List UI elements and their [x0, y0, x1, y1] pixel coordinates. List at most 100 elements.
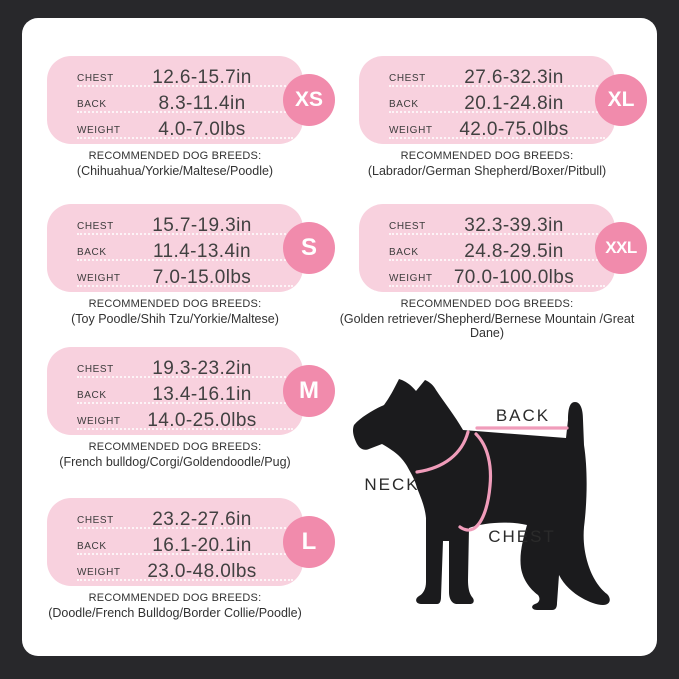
weight-row: WEIGHT 23.0-48.0lbs — [47, 559, 303, 585]
back-row: BACK 11.4-13.4in — [47, 239, 303, 265]
size-badge-s: S — [283, 222, 335, 274]
size-card: CHEST 23.2-27.6in BACK 16.1-20.1in WEIGH… — [47, 498, 335, 586]
chest-row: CHEST 19.3-23.2in — [47, 356, 303, 382]
breeds-list: (Labrador/German Shepherd/Boxer/Pitbull) — [367, 164, 607, 178]
dotted-leader — [77, 137, 293, 139]
breeds-list: (Golden retriever/Shepherd/Bernese Mount… — [339, 312, 635, 340]
back-row: BACK 8.3-11.4in — [47, 91, 303, 117]
size-card: CHEST 19.3-23.2in BACK 13.4-16.1in WEIGH… — [47, 347, 335, 435]
dotted-leader — [389, 259, 605, 261]
dotted-leader — [77, 285, 293, 287]
size-card-m: CHEST 19.3-23.2in BACK 13.4-16.1in WEIGH… — [47, 347, 335, 469]
back-value: 20.1-24.8in — [464, 93, 564, 114]
size-card: CHEST 32.3-39.3in BACK 24.8-29.5in WEIGH… — [359, 204, 647, 292]
recommended-breeds-heading: RECOMMENDED DOG BREEDS: — [88, 441, 262, 453]
weight-row: WEIGHT 4.0-7.0lbs — [47, 117, 303, 143]
size-card-xs: CHEST 12.6-15.7in BACK 8.3-11.4in WEIGHT… — [47, 56, 335, 178]
chest-value: 19.3-23.2in — [152, 358, 252, 379]
dotted-leader — [389, 233, 605, 235]
chest-label: CHEST — [389, 220, 426, 232]
recommended-breeds-heading: RECOMMENDED DOG BREEDS: — [400, 298, 574, 310]
breeds-list: (French bulldog/Corgi/Goldendoodle/Pug) — [59, 455, 291, 469]
size-badge-l: L — [283, 516, 335, 568]
dog-measurement-diagram: BACK NECK CHEST — [353, 379, 610, 610]
weight-label: WEIGHT — [77, 566, 121, 578]
dotted-leader — [389, 85, 605, 87]
neck-measure-line — [415, 430, 470, 474]
back-row: BACK 13.4-16.1in — [47, 382, 303, 408]
size-card: CHEST 12.6-15.7in BACK 8.3-11.4in WEIGHT… — [47, 56, 335, 144]
dotted-leader — [77, 259, 293, 261]
size-chart-panel: CHEST 12.6-15.7in BACK 8.3-11.4in WEIGHT… — [22, 18, 657, 656]
size-badge-xxl: XXL — [595, 222, 647, 274]
size-card-l: CHEST 23.2-27.6in BACK 16.1-20.1in WEIGH… — [47, 498, 335, 620]
weight-row: WEIGHT 70.0-100.0lbs — [359, 265, 615, 291]
back-row: BACK 24.8-29.5in — [359, 239, 615, 265]
breeds-caption: RECOMMENDED DOG BREEDS: (Chihuahua/Yorki… — [19, 150, 331, 178]
chest-value: 27.6-32.3in — [464, 67, 564, 88]
chest-label: CHEST — [77, 72, 114, 84]
back-row: BACK 16.1-20.1in — [47, 533, 303, 559]
weight-label: WEIGHT — [77, 272, 121, 284]
dotted-leader — [77, 376, 293, 378]
dotted-leader — [77, 553, 293, 555]
size-card-s: CHEST 15.7-19.3in BACK 11.4-13.4in WEIGH… — [47, 204, 335, 326]
back-value: 16.1-20.1in — [152, 535, 252, 556]
chest-row: CHEST 32.3-39.3in — [359, 213, 615, 239]
breeds-caption: RECOMMENDED DOG BREEDS: (French bulldog/… — [19, 441, 331, 469]
chest-row: CHEST 23.2-27.6in — [47, 507, 303, 533]
dotted-leader — [389, 285, 605, 287]
weight-row: WEIGHT 7.0-15.0lbs — [47, 265, 303, 291]
back-label: BACK — [77, 246, 107, 258]
back-row: BACK 20.1-24.8in — [359, 91, 615, 117]
recommended-breeds-heading: RECOMMENDED DOG BREEDS: — [400, 150, 574, 162]
breeds-caption: RECOMMENDED DOG BREEDS: (Doodle/French B… — [19, 592, 331, 620]
chest-row: CHEST 27.6-32.3in — [359, 65, 615, 91]
chest-value: 23.2-27.6in — [152, 509, 252, 530]
dotted-leader — [77, 402, 293, 404]
chest-value: 32.3-39.3in — [464, 215, 564, 236]
breeds-caption: RECOMMENDED DOG BREEDS: (Toy Poodle/Shih… — [19, 298, 331, 326]
chest-value: 15.7-19.3in — [152, 215, 252, 236]
neck-measure-label: NECK — [364, 475, 419, 494]
size-card: CHEST 27.6-32.3in BACK 20.1-24.8in WEIGH… — [359, 56, 647, 144]
back-measure-label: BACK — [496, 406, 550, 425]
dotted-leader — [77, 527, 293, 529]
dotted-leader — [77, 233, 293, 235]
weight-value: 7.0-15.0lbs — [152, 267, 252, 288]
back-value: 11.4-13.4in — [152, 241, 252, 262]
dotted-leader — [77, 85, 293, 87]
breeds-caption: RECOMMENDED DOG BREEDS: (Golden retrieve… — [331, 298, 643, 340]
weight-value: 70.0-100.0lbs — [453, 267, 575, 288]
weight-value: 14.0-25.0lbs — [147, 410, 257, 431]
weight-label: WEIGHT — [389, 272, 433, 284]
back-label: BACK — [77, 389, 107, 401]
chest-label: CHEST — [77, 220, 114, 232]
recommended-breeds-heading: RECOMMENDED DOG BREEDS: — [88, 592, 262, 604]
back-value: 13.4-16.1in — [152, 384, 252, 405]
size-card-xxl: CHEST 32.3-39.3in BACK 24.8-29.5in WEIGH… — [340, 204, 647, 340]
weight-label: WEIGHT — [77, 124, 121, 136]
dotted-leader — [389, 137, 605, 139]
weight-row: WEIGHT 14.0-25.0lbs — [47, 408, 303, 434]
chest-label: CHEST — [77, 363, 114, 375]
weight-label: WEIGHT — [389, 124, 433, 136]
breeds-list: (Chihuahua/Yorkie/Maltese/Poodle) — [76, 164, 274, 178]
dog-silhouette-icon — [353, 379, 610, 610]
weight-value: 42.0-75.0lbs — [459, 119, 569, 140]
recommended-breeds-heading: RECOMMENDED DOG BREEDS: — [88, 298, 262, 310]
dotted-leader — [389, 111, 605, 113]
size-card: CHEST 15.7-19.3in BACK 11.4-13.4in WEIGH… — [47, 204, 335, 292]
chest-row: CHEST 15.7-19.3in — [47, 213, 303, 239]
recommended-breeds-heading: RECOMMENDED DOG BREEDS: — [88, 150, 262, 162]
weight-value: 23.0-48.0lbs — [147, 561, 257, 582]
back-label: BACK — [389, 246, 419, 258]
size-badge-xs: XS — [283, 74, 335, 126]
size-badge-xl: XL — [595, 74, 647, 126]
dotted-leader — [77, 428, 293, 430]
back-label: BACK — [77, 98, 107, 110]
chest-value: 12.6-15.7in — [152, 67, 252, 88]
size-badge-m: M — [283, 365, 335, 417]
dotted-leader — [77, 579, 293, 581]
chest-label: CHEST — [389, 72, 426, 84]
